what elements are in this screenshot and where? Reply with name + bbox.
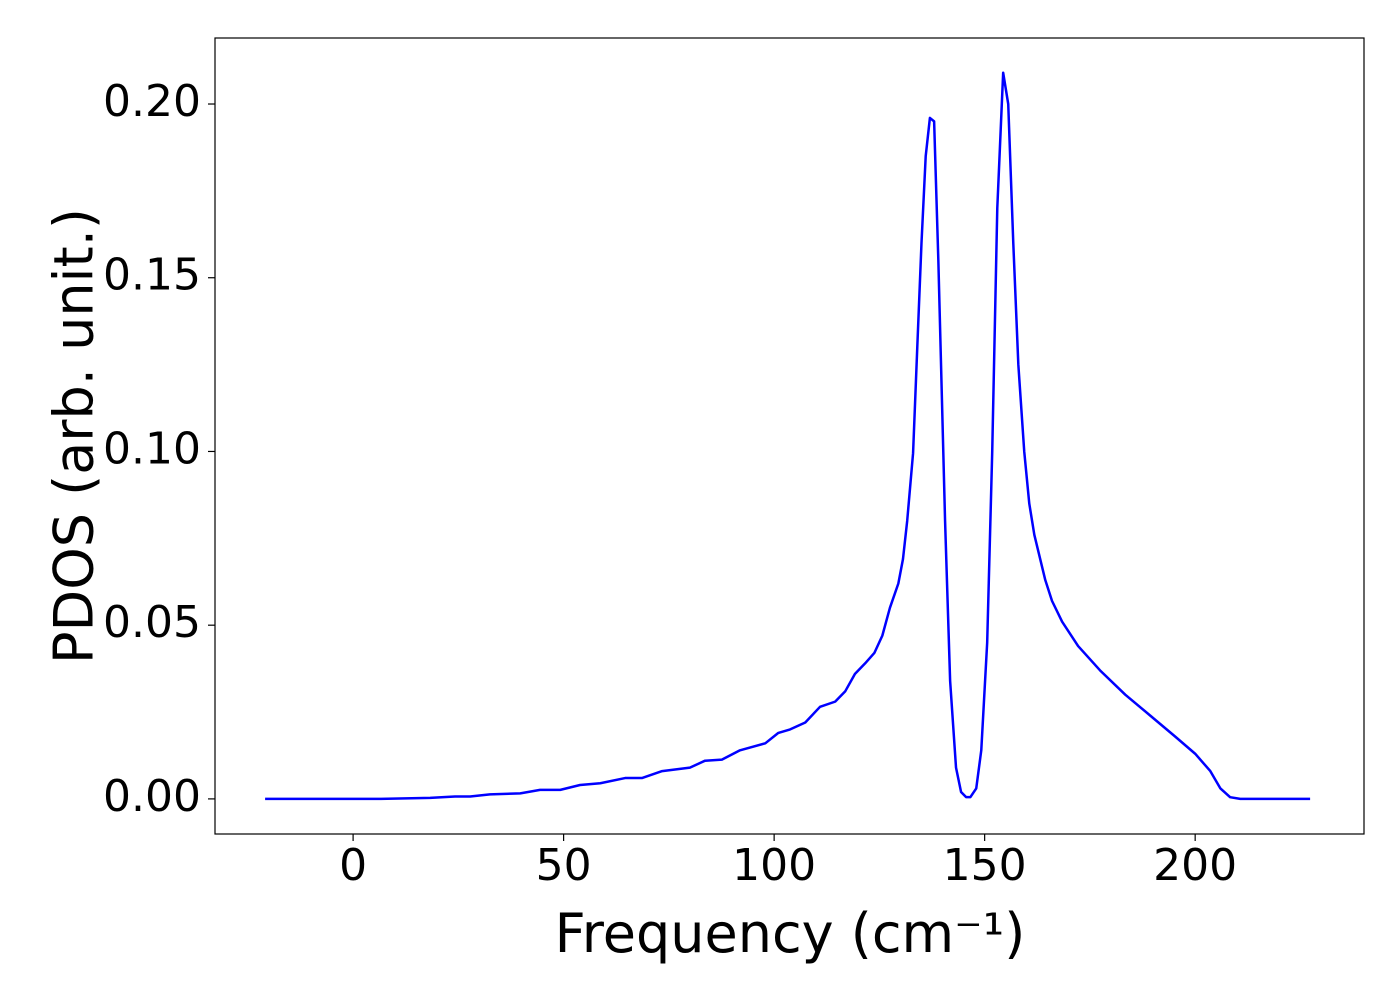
x-tick-label: 150	[943, 840, 1027, 891]
data-line	[265, 71, 1311, 801]
x-tick-label: 100	[732, 840, 816, 891]
x-tick-label: 50	[536, 840, 592, 891]
y-tick-label: 0.20	[103, 76, 201, 127]
y-tick-label: 0.15	[103, 250, 201, 301]
y-tick-label: 0.00	[103, 771, 201, 822]
x-tick-label: 200	[1153, 840, 1237, 891]
x-axis-label: Frequency (cm⁻¹)	[555, 902, 1026, 965]
y-axis-label: PDOS (arb. unit.)	[43, 208, 106, 664]
y-tick-label: 0.10	[103, 423, 201, 474]
plot-frame	[214, 37, 1365, 835]
y-tick-label: 0.05	[103, 597, 201, 648]
x-tick-label: 0	[339, 840, 367, 891]
